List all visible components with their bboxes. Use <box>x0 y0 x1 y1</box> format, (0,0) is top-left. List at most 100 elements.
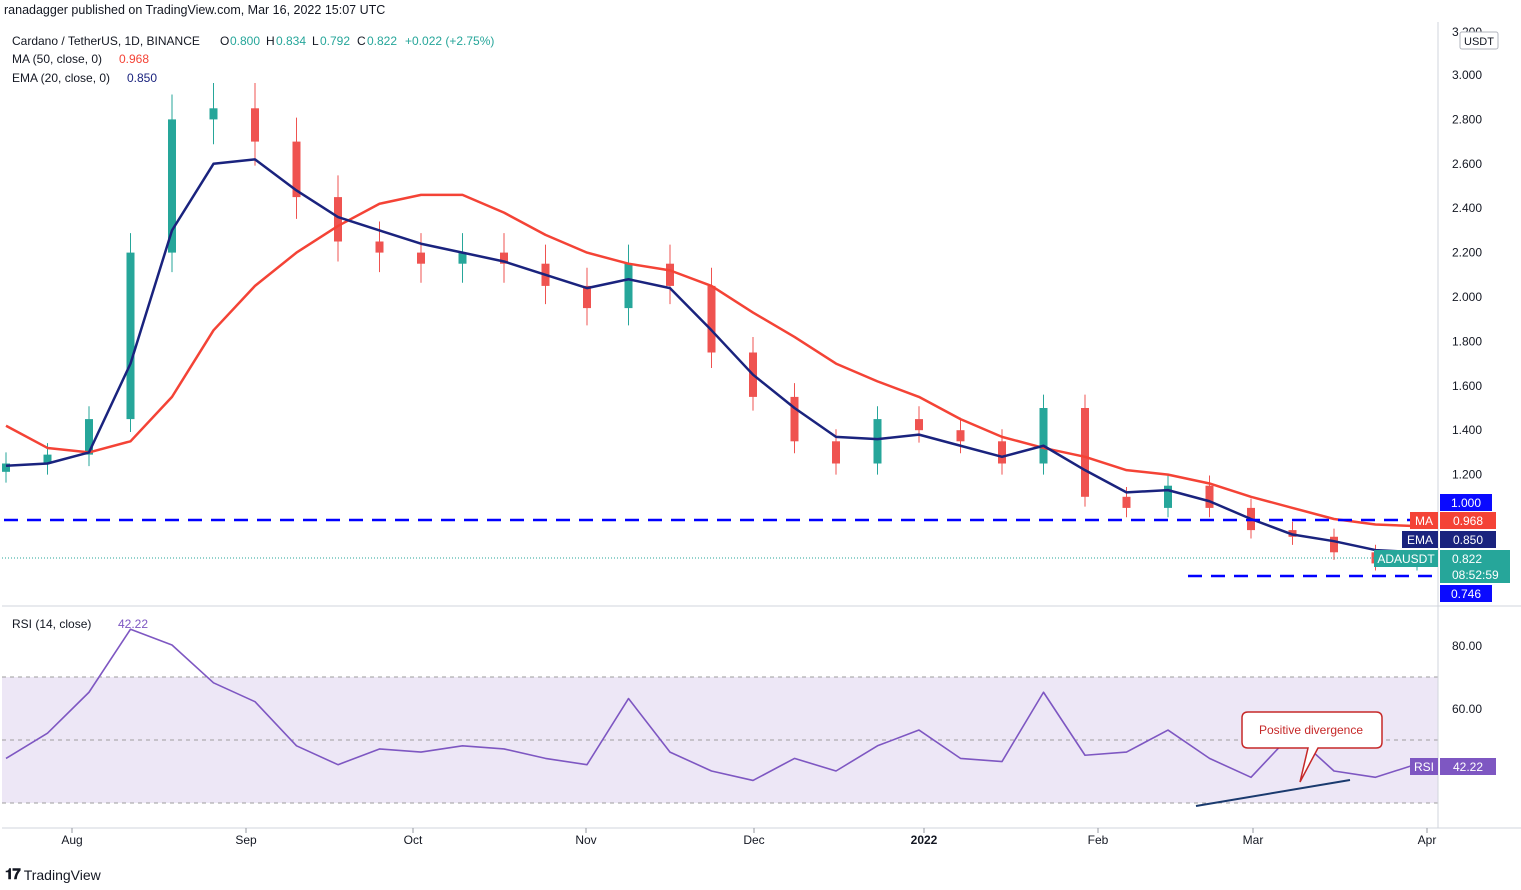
candle-body <box>832 441 840 464</box>
legend-l-label: L <box>312 34 319 48</box>
price-tick-label: 2.600 <box>1452 157 1482 171</box>
legend-symbol: Cardano / TetherUS, 1D, BINANCE <box>12 34 200 48</box>
positive-divergence-callout[interactable]: Positive divergence <box>1241 711 1383 783</box>
tag-ema-name-box <box>1402 531 1438 548</box>
tag-countdown: 08:52:59 <box>1452 568 1499 582</box>
candle-body <box>168 119 176 253</box>
publisher-line: ranadagger published on TradingView.com,… <box>4 3 386 17</box>
legend-rsi-label: RSI (14, close) <box>12 617 91 631</box>
candle-body <box>126 252 135 420</box>
callout-text: Positive divergence <box>1259 723 1363 737</box>
candle-body <box>583 285 591 309</box>
candle-body <box>500 252 508 264</box>
candles-group <box>2 82 1421 571</box>
tag-ema-value: 0.850 <box>1453 533 1483 547</box>
tag-1000-box <box>1440 494 1492 511</box>
legend-ema-label: EMA (20, close, 0) <box>12 71 110 85</box>
candle-body <box>1081 408 1089 497</box>
tag-ema-name: EMA <box>1407 533 1433 547</box>
price-axis[interactable]: 3.2003.0002.8002.6002.4002.2002.0001.800… <box>1452 25 1482 482</box>
legend-h-value: 0.834 <box>276 34 306 48</box>
legend-ma-label: MA (50, close, 0) <box>12 52 102 66</box>
time-tick-label: Oct <box>404 833 423 847</box>
candle-body <box>790 396 799 442</box>
candle-body <box>666 263 674 286</box>
legend-ema-value: 0.850 <box>127 71 157 85</box>
ma50-line <box>5 193 1418 528</box>
rsi-support-trendline <box>1195 779 1351 807</box>
tag-ma-name-box <box>1410 512 1438 529</box>
unit-box <box>1459 31 1499 50</box>
tag-rsi-name-box <box>1410 758 1438 775</box>
price-tick-label: 2.400 <box>1452 201 1482 215</box>
candle-body <box>251 108 259 142</box>
tag-1000-text: 1.000 <box>1451 496 1481 510</box>
ema20-line <box>5 158 1418 554</box>
unit-label: USDT <box>1464 36 1494 48</box>
candle-body <box>624 263 633 309</box>
tag-symbol-name: ADAUSDT <box>1377 552 1435 566</box>
candle-body <box>1330 536 1338 553</box>
candle-body <box>417 252 425 264</box>
candle-body <box>292 141 301 198</box>
candle-body <box>209 108 218 120</box>
candle-body <box>43 454 52 464</box>
candle-body <box>998 441 1006 464</box>
tag-symbol-price-box <box>1440 550 1510 583</box>
rsi-tick-80: 80.00 <box>1452 639 1482 653</box>
price-tick-label: 1.400 <box>1452 423 1482 437</box>
time-axis[interactable]: Aug Sep Oct Nov Dec 2022 Feb Mar Apr <box>61 828 1436 847</box>
candle-body <box>1205 485 1214 508</box>
legend-o-value: 0.800 <box>230 34 260 48</box>
time-tick-label: Mar <box>1243 833 1264 847</box>
time-tick-label: Feb <box>1088 833 1109 847</box>
rsi-band <box>2 677 1438 803</box>
candle-body <box>375 241 384 253</box>
tag-rsi-value: 42.22 <box>1453 760 1483 774</box>
tradingview-logo[interactable]: 𝟏𝟕 TradingView <box>5 866 101 883</box>
price-tick-label: 2.200 <box>1452 246 1482 260</box>
candle-body <box>956 430 965 442</box>
price-tick-label: 2.000 <box>1452 290 1482 304</box>
tag-ma-name: MA <box>1415 514 1433 528</box>
legend-l-value: 0.792 <box>320 34 350 48</box>
time-tick-label: 2022 <box>911 833 938 847</box>
rsi-line <box>5 628 1418 782</box>
candle-body <box>85 419 93 455</box>
rsi-tick-60: 60.00 <box>1452 702 1482 716</box>
price-tick-label: 1.200 <box>1452 468 1482 482</box>
legend-ohlc: O 0.800 H 0.834 L 0.792 C 0.822 +0.022 (… <box>220 34 494 48</box>
tag-0746-text: 0.746 <box>1451 587 1481 601</box>
candle-body <box>1039 408 1048 464</box>
tag-0746-box <box>1440 585 1492 602</box>
tag-symbol-price: 0.822 <box>1452 552 1482 566</box>
legend-o-label: O <box>220 34 229 48</box>
tradingview-logo-text: TradingView <box>23 866 101 883</box>
time-tick-label: Aug <box>61 833 82 847</box>
legend-c-label: C <box>357 34 366 48</box>
callout-shape <box>1241 711 1383 783</box>
candle-body <box>1164 485 1172 508</box>
time-tick-label: Dec <box>743 833 764 847</box>
legend-ma-value: 0.968 <box>119 52 149 66</box>
tag-ma-value: 0.968 <box>1453 514 1483 528</box>
price-tick-label: 2.800 <box>1452 112 1482 126</box>
price-tick-label: 1.800 <box>1452 334 1482 348</box>
candle-body <box>334 197 342 242</box>
candle-body <box>915 419 923 431</box>
candle-body <box>1122 496 1131 508</box>
price-tick-label: 1.600 <box>1452 379 1482 393</box>
candle-body <box>873 419 882 464</box>
legend-c-value: 0.822 <box>367 34 397 48</box>
price-tick-label: 3.000 <box>1452 68 1482 82</box>
tag-ema-value-box <box>1440 531 1496 548</box>
time-tick-label: Nov <box>575 833 596 847</box>
tag-rsi-value-box <box>1440 758 1496 775</box>
candle-body <box>2 463 10 472</box>
candle-body <box>707 285 716 353</box>
legend-change: +0.022 (+2.75%) <box>405 34 494 48</box>
legend-h-label: H <box>266 34 275 48</box>
indicator-lines <box>5 158 1418 782</box>
time-tick-label: Sep <box>235 833 257 847</box>
